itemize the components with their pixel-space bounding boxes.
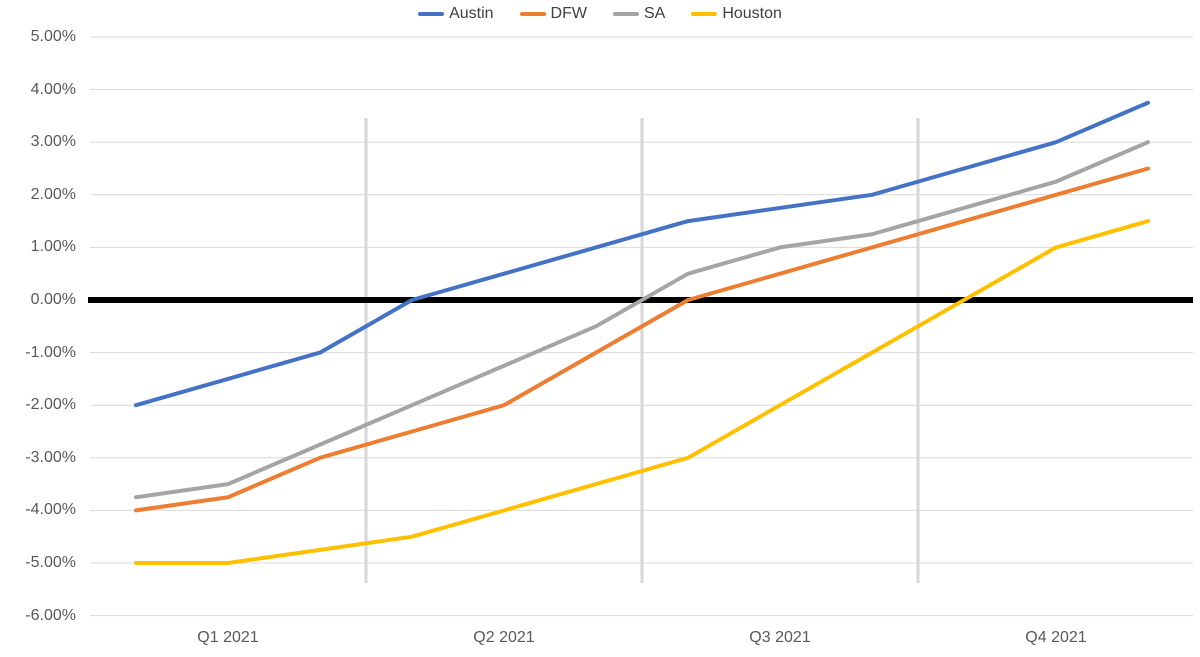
legend-line-swatch [691,12,718,16]
y-tick-label: 4.00% [30,80,76,98]
y-tick-label: 5.00% [30,28,76,45]
series-line-dfw [134,166,1150,513]
y-tick-label: -3.00% [25,448,76,466]
y-tick-label: -4.00% [25,501,76,519]
x-tick-label: Q3 2021 [749,629,811,646]
legend-item-houston: Houston [691,4,782,24]
x-tick-label: Q1 2021 [197,629,259,646]
legend-item-austin: Austin [418,4,494,24]
x-tick-label: Q2 2021 [473,629,535,646]
legend-label: DFW [550,5,587,22]
y-tick-label: -5.00% [25,554,76,571]
legend-line-swatch [418,12,445,16]
legend-item-dfw: DFW [519,4,587,24]
y-tick-label: 1.00% [30,238,76,256]
y-tick-label: 3.00% [30,133,76,151]
y-tick-label: -6.00% [25,606,76,624]
y-tick-label: -1.00% [25,343,76,361]
series-line-austin [134,100,1150,408]
legend-line-swatch [612,12,639,16]
y-tick-label: 2.00% [30,185,76,203]
legend-label: SA [643,5,666,22]
legend-label: Austin [449,5,494,22]
series-line-houston [134,219,1150,565]
series-line-sa [134,140,1150,500]
x-tick-label: Q4 2021 [1025,629,1087,646]
chart-legend: Austin DFW SA Houston [0,4,1200,24]
y-tick-label: 0.00% [30,291,76,308]
legend-line-swatch [519,12,546,16]
legend-label: Houston [722,5,782,22]
y-tick-label: -2.00% [25,396,76,414]
legend-item-sa: SA [612,4,666,24]
